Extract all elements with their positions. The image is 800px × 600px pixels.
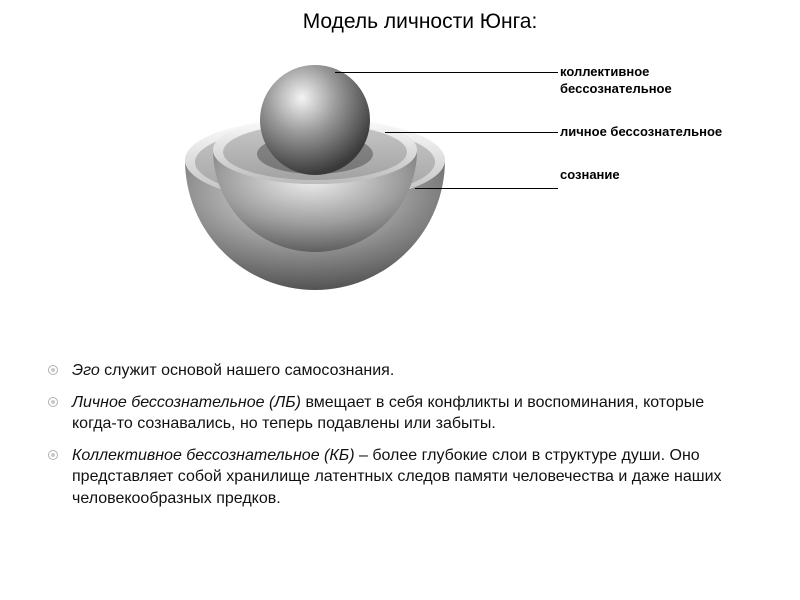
bullet-prefix: Коллективное бессознательное (КБ) (72, 447, 355, 464)
bullet-icon (48, 365, 58, 375)
leader-line-3 (415, 188, 558, 189)
diagram-area: Модель личности Юнга: (140, 10, 700, 320)
bullet-icon (48, 397, 58, 407)
label-collective-unconscious: коллективное бессознательное (560, 64, 730, 98)
list-item: Личное бессознательное (ЛБ) вмещает в се… (48, 392, 753, 435)
diagram-title: Модель личности Юнга: (140, 10, 700, 34)
bullet-rest: служит основой нашего самосознания. (100, 362, 395, 379)
list-item: Эго служит основой нашего самосознания. (48, 360, 753, 382)
bullet-prefix: Личное бессознательное (ЛБ) (72, 394, 301, 411)
bullet-prefix: Эго (72, 362, 100, 379)
label-personal-unconscious: личное бессознательное (560, 124, 730, 141)
bullet-icon (48, 450, 58, 460)
bullet-text-personal-unconscious: Личное бессознательное (ЛБ) вмещает в се… (72, 392, 753, 435)
leader-line-1 (335, 72, 558, 73)
bullet-text-collective-unconscious: Коллективное бессознательное (КБ) – боле… (72, 445, 753, 510)
list-item: Коллективное бессознательное (КБ) – боле… (48, 445, 753, 510)
bullet-text-ego: Эго служит основой нашего самосознания. (72, 360, 394, 382)
bullet-list: Эго служит основой нашего самосознания. … (48, 360, 753, 520)
label-consciousness: сознание (560, 167, 730, 184)
sphere-graphic (175, 42, 455, 292)
core-sphere (260, 65, 370, 175)
leader-line-2 (385, 132, 558, 133)
label-column: коллективное бессознательное личное бесс… (560, 64, 730, 210)
nested-sphere-svg (175, 42, 455, 292)
